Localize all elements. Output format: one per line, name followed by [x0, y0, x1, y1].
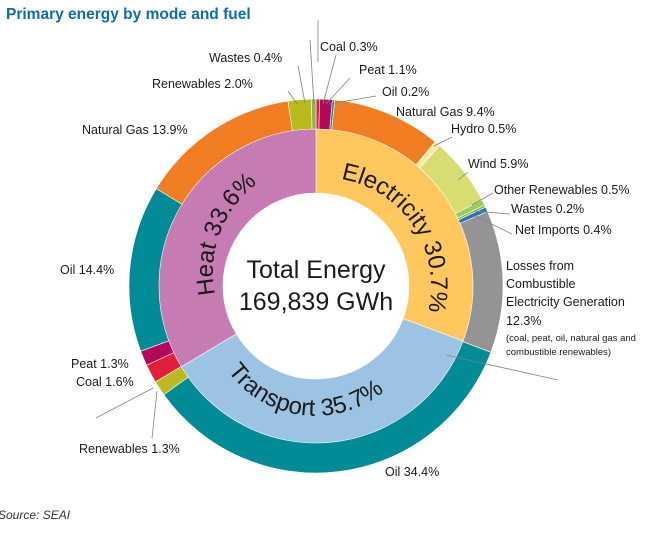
label-wastes-elec: Wastes 0.2%	[511, 202, 584, 216]
label-losses-line-1: Losses from	[506, 259, 574, 273]
label-wind: Wind 5.9%	[468, 157, 528, 171]
center-label-line-2: 169,839 GWh	[239, 288, 393, 316]
leader-line	[473, 210, 511, 215]
leader-line	[95, 387, 154, 419]
leader-line	[471, 192, 494, 206]
label-net-imports: Net Imports 0.4%	[515, 223, 612, 237]
leader-line	[287, 90, 298, 105]
label-coal-top: Coal 0.3%	[320, 40, 378, 54]
label-renewables-transport: Renewables 1.3%	[79, 442, 180, 456]
leader-line	[445, 354, 559, 381]
label-wastes-heat: Wastes 0.4%	[209, 51, 282, 65]
label-losses-line-2: Combustible	[506, 277, 576, 291]
label-natural-gas-elec: Natural Gas 9.4%	[396, 105, 495, 119]
label-losses-note-2: combustible renewables)	[506, 347, 611, 358]
leader-line	[474, 215, 513, 235]
leader-line	[297, 65, 306, 104]
label-losses-line-4: 12.3%	[506, 314, 541, 328]
leader-line	[328, 95, 377, 105]
label-other-renewables: Other Renewables 0.5%	[494, 183, 630, 197]
leader-line	[322, 54, 337, 105]
label-losses-note-1: (coal, peat, oil, natural gas and	[506, 333, 636, 344]
outer-slice-renewables-2-0	[287, 98, 313, 133]
source-note: Source: SEAI	[0, 508, 71, 522]
label-losses-line-3: Electricity Generation	[506, 295, 625, 309]
label-peat-heat: Peat 1.3%	[71, 357, 129, 371]
label-hydro: Hydro 0.5%	[451, 122, 516, 136]
inner-slice-transport-35-7	[180, 318, 464, 444]
label-natural-gas-heat: Natural Gas 13.9%	[82, 123, 188, 137]
leader-line	[325, 77, 351, 105]
inner-ring	[158, 128, 474, 444]
leader-line	[151, 390, 158, 439]
leader-lines	[95, 20, 559, 439]
leader-line	[457, 171, 469, 181]
label-oil-top: Oil 0.2%	[382, 85, 429, 99]
label-oil-transport: Oil 34.4%	[385, 465, 439, 479]
center-hole	[223, 193, 409, 379]
outer-ring	[128, 98, 504, 474]
label-coal-heat: Coal 1.6%	[76, 375, 134, 389]
chart-title: Primary energy by mode and fuel	[6, 6, 251, 23]
label-oil-heat: Oil 14.4%	[60, 263, 114, 277]
leader-line	[309, 39, 315, 105]
label-peat-top: Peat 1.1%	[359, 63, 417, 77]
center-label-line-1: Total Energy	[247, 256, 386, 284]
leader-line	[433, 136, 453, 147]
label-renewables-heat: Renewables 2.0%	[152, 77, 253, 91]
